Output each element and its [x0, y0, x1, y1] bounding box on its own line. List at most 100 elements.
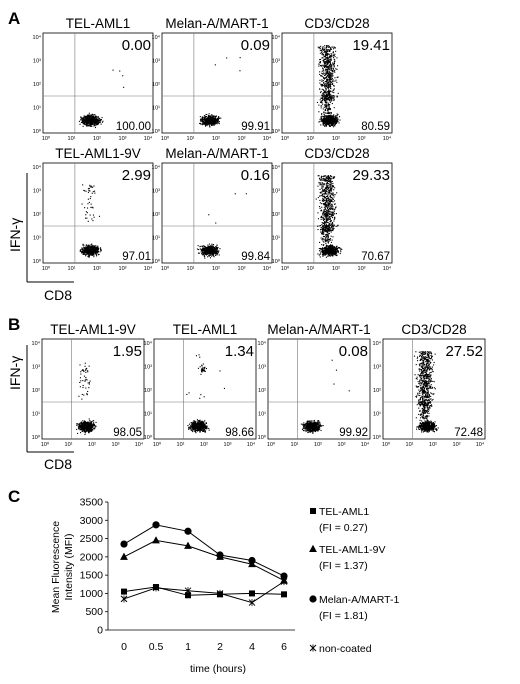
square-marker [185, 592, 191, 599]
x-tick-label: 10³ [224, 442, 232, 448]
plot-title: TEL-AML1-9V [50, 322, 136, 337]
x-tick-label: 10⁴ [361, 441, 370, 448]
y-tick-label: 10¹ [33, 236, 41, 242]
y-axis-label-b: IFN-γ [7, 356, 23, 390]
x-tick-label: 10³ [358, 136, 366, 142]
star-marker [184, 587, 192, 595]
x-tick-label: 10³ [338, 442, 346, 448]
y-tick-label: 10² [152, 212, 160, 218]
legend-note: (FI = 0.27) [319, 522, 368, 534]
x-tick-label: 10² [429, 442, 437, 448]
y-tick-label: 10⁰ [152, 128, 161, 135]
plot-title: Melan-A/MART-1 [165, 16, 268, 31]
y-tick-label: 10² [272, 82, 280, 88]
x-tick-label: 10¹ [65, 442, 73, 448]
triangle-marker [309, 544, 317, 552]
x-tick-label: 10¹ [177, 442, 185, 448]
y-tick-label: 10¹ [144, 412, 152, 418]
event-dots [316, 45, 341, 128]
y-tick-label: 10⁰ [33, 258, 42, 265]
y-tick-label: 10⁰ [32, 434, 41, 441]
y-tick-label: 10⁰ [373, 434, 382, 441]
y-tick-label: 3000 [80, 515, 104, 527]
x-tick-label: 10⁴ [135, 441, 144, 448]
y-tick-label: 10³ [373, 365, 381, 371]
series-line [123, 539, 285, 582]
plot-title: TEL-AML1 [66, 16, 131, 31]
y-tick-label: 10⁴ [33, 164, 42, 171]
axis-indicator-b: IFN-γ CD8 [7, 345, 74, 472]
y-tick-label: 10¹ [152, 106, 160, 112]
x-tick-label: 10⁰ [382, 441, 391, 448]
event-dots [78, 69, 125, 129]
upper-right-percentage: 1.34 [225, 343, 254, 360]
y-tick-label: 500 [85, 606, 103, 618]
x-tick-label: 10¹ [68, 266, 76, 272]
y-tick-label: 10⁰ [152, 258, 161, 265]
x-tick-label: 10² [332, 136, 340, 142]
y-tick-label: 10⁴ [152, 34, 161, 41]
x-tick-label: 10⁰ [281, 265, 290, 272]
x-tick-label: 10³ [358, 266, 366, 272]
x-tick-label: 0.5 [149, 641, 164, 653]
triangle-marker [184, 541, 192, 549]
x-tick-label: 10³ [112, 442, 120, 448]
lower-right-percentage: 99.92 [339, 427, 368, 439]
x-tick-label: 10³ [119, 266, 127, 272]
x-tick-label: 10³ [238, 136, 246, 142]
plot-title: CD3/CD28 [401, 322, 466, 337]
chart-x-label: time (hours) [190, 663, 246, 675]
plot-title: CD3/CD28 [304, 146, 369, 161]
y-tick-label: 10² [144, 388, 152, 394]
square-marker [310, 508, 316, 514]
star-marker [152, 584, 160, 592]
x-tick-label: 10⁰ [281, 135, 290, 142]
y-tick-label: 10¹ [272, 236, 280, 242]
series-circle [120, 521, 288, 580]
x-tick-label: 10¹ [406, 442, 414, 448]
plot-frame [281, 32, 393, 134]
x-tick-label: 10⁴ [263, 135, 272, 142]
y-tick-label: 10⁰ [144, 434, 153, 441]
legend-label: non-coated [319, 643, 372, 655]
lower-right-percentage: 97.01 [122, 251, 151, 263]
circle-marker [309, 595, 317, 603]
y-tick-label: 10⁴ [272, 34, 281, 41]
chart-legend: TEL-AML1 (FI = 0.27) TEL-AML1-9V (FI = 1.37… [309, 506, 399, 655]
lower-right-percentage: 100.00 [116, 121, 151, 133]
x-tick-label: 10¹ [307, 266, 315, 272]
y-tick-label: 1000 [80, 588, 104, 600]
panel-label-c: C [8, 487, 20, 506]
x-tick-label: 10⁰ [42, 135, 51, 142]
y-axis-label-a: IFN-γ [7, 218, 23, 252]
panel-label-a: A [8, 9, 20, 28]
x-tick-label: 10² [332, 266, 340, 272]
circle-marker [184, 527, 192, 535]
lower-right-percentage: 98.05 [113, 427, 142, 439]
y-tick-label: 10¹ [373, 412, 381, 418]
legend-note: (FI = 1.81) [319, 610, 368, 622]
legend-note: (FI = 1.37) [319, 560, 368, 572]
plot-frame [382, 338, 486, 440]
upper-right-percentage: 27.52 [445, 343, 483, 360]
lower-right-percentage: 72.48 [454, 427, 483, 439]
event-dots [196, 193, 247, 259]
legend-item: TEL-AML1-9V (FI = 1.37) [309, 544, 386, 572]
lower-right-percentage: 98.66 [225, 427, 254, 439]
circle-marker [152, 521, 160, 529]
legend-item: Melan-A/MART-1 (FI = 1.81) [309, 594, 399, 622]
x-tick-label: 10² [93, 266, 101, 272]
event-dots [300, 359, 350, 434]
x-tick-label: 10⁰ [41, 441, 50, 448]
series-line [123, 581, 285, 604]
y-tick-label: 10² [373, 388, 381, 394]
event-dots [199, 57, 241, 128]
y-tick-label: 10⁰ [33, 128, 42, 135]
y-tick-label: 10³ [32, 365, 40, 371]
